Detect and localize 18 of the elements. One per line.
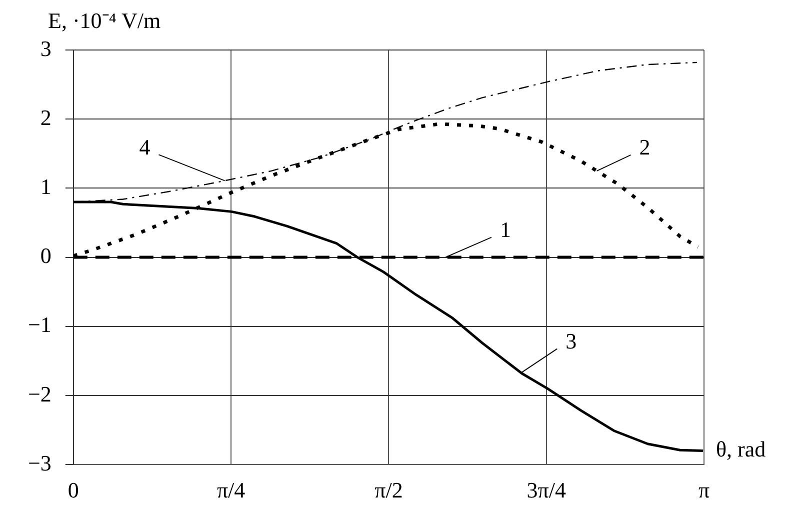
x-tick-label: π/4 <box>216 478 246 503</box>
y-tick-label: 0 <box>40 243 52 268</box>
y-tick-label: 2 <box>40 104 52 130</box>
y-tick-label: −3 <box>28 450 52 476</box>
y-tick-label: 3 <box>40 36 52 61</box>
y-tick-label: −2 <box>28 381 52 406</box>
y-tick-label: 1 <box>40 174 52 199</box>
y-tick-label: −1 <box>28 312 52 338</box>
y-axis-title: E, ·10⁻⁴ V/m <box>48 8 161 33</box>
x-tick-label: 0 <box>68 478 79 503</box>
x-tick-label: 3π/4 <box>526 478 566 503</box>
series-label: 3 <box>566 328 577 354</box>
series-label: 1 <box>500 217 511 242</box>
x-tick-label: π <box>698 478 710 503</box>
series-label: 4 <box>139 134 150 160</box>
series-label: 2 <box>639 134 650 160</box>
x-axis-title: θ, rad <box>716 436 766 462</box>
x-tick-label: π/2 <box>374 478 403 503</box>
